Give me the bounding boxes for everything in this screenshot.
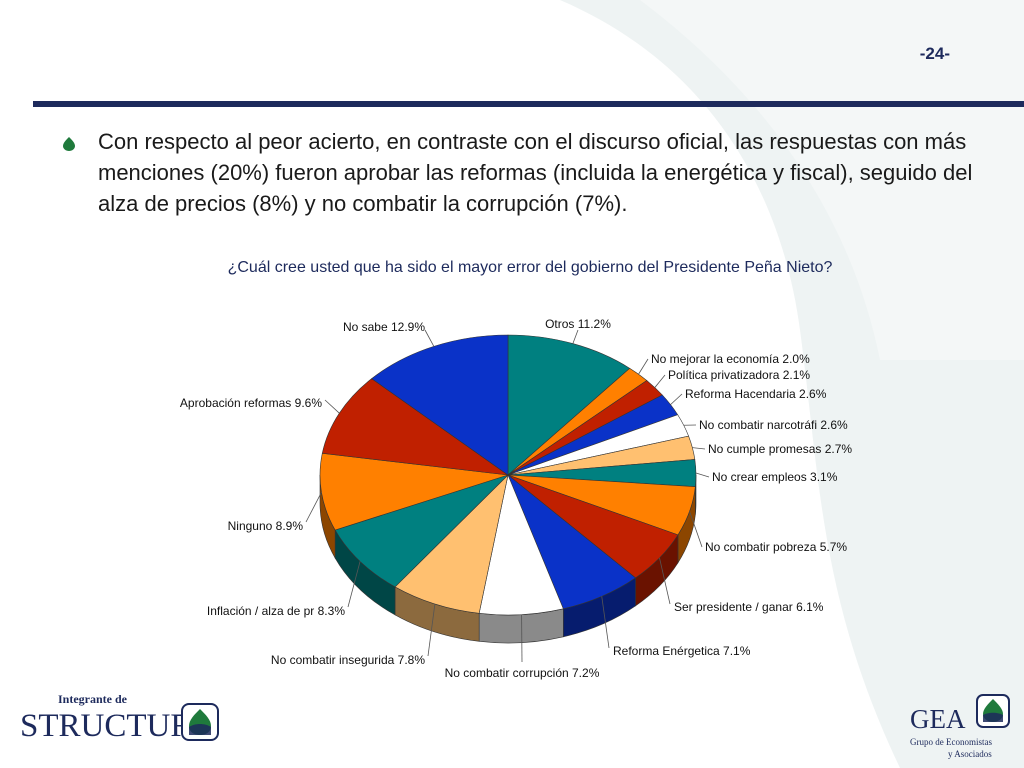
gea-emblem-icon — [976, 694, 1010, 728]
slice-label-7: No crear empleos 3.1% — [712, 470, 838, 484]
leader-line-3 — [654, 374, 666, 388]
slice-label-6: No cumple promesas 2.7% — [708, 442, 852, 456]
leader-line-16 — [424, 329, 435, 347]
leader-line-6 — [692, 447, 706, 450]
slice-label-8: No combatir pobreza 5.7% — [705, 540, 847, 554]
gea-wordmark: GEA — [910, 704, 966, 734]
page-number: -24- — [919, 44, 950, 63]
leader-line-13 — [347, 561, 361, 608]
leader-line-7 — [695, 472, 710, 478]
slice-label-1: Otros 11.2% — [545, 317, 611, 331]
pie-slice-1 — [507, 334, 631, 476]
leader-line-2 — [638, 358, 649, 375]
slice-label-10: Reforma Enérgetica 7.1% — [613, 644, 751, 658]
slice-label-4: Reforma Hacendaria 2.6% — [685, 387, 827, 401]
leader-line-12 — [427, 603, 436, 657]
gea-name-line1: Grupo de Economistas — [910, 737, 992, 747]
bullet-leaf-icon — [63, 137, 75, 151]
top-divider — [33, 101, 1024, 107]
structura-logo: Integrante de STRUCTURA — [18, 690, 228, 750]
slice-label-3: Política privatizadora 2.1% — [668, 368, 810, 382]
slice-label-5: No combatir narcotráfi 2.6% — [699, 418, 848, 432]
structura-tagline: Integrante de — [58, 692, 127, 706]
leader-line-10 — [601, 596, 610, 649]
leader-line-15 — [324, 399, 340, 414]
leader-line-4 — [670, 393, 683, 405]
slice-label-2: No mejorar la economía 2.0% — [651, 352, 810, 366]
slice-label-14: Ninguno 8.9% — [228, 519, 304, 533]
survey-question: ¿Cuál cree usted que ha sido el mayor er… — [227, 259, 833, 276]
slice-label-16: No sabe 12.9% — [343, 320, 425, 334]
leader-line-14 — [305, 492, 322, 523]
bullet-text: Con respecto al peor acierto, en contras… — [98, 129, 973, 216]
pie-slice-13 — [334, 474, 509, 588]
slice-label-13: Inflación / alza de pr 8.3% — [207, 604, 345, 618]
structura-emblem-icon — [181, 703, 219, 741]
leader-line-9 — [659, 557, 671, 605]
slice-label-11: No combatir corrupción 7.2% — [445, 666, 600, 680]
slice-label-12: No combatir insegurida 7.8% — [271, 653, 425, 667]
gea-name-line2: y Asociados — [948, 749, 992, 759]
leader-line-1 — [572, 329, 579, 344]
slice-label-15: Aprobación reformas 9.6% — [180, 396, 322, 410]
pie-slice-12 — [394, 474, 509, 614]
slice-label-9: Ser presidente / ganar 6.1% — [674, 600, 824, 614]
gea-logo: GEA Grupo de Economistas y Asociados — [906, 692, 1024, 764]
leader-line-8 — [689, 511, 703, 548]
